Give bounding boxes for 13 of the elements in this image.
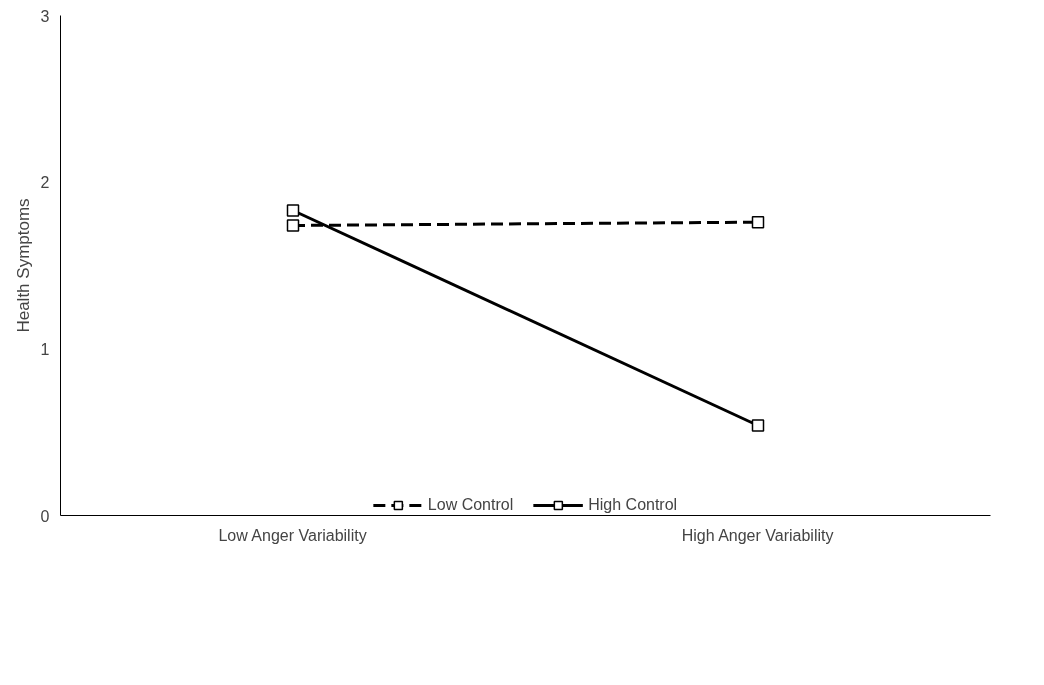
y-axis-title: Health Symptoms xyxy=(13,198,33,333)
legend-label: Low Control xyxy=(427,496,514,514)
x-tick-label: High Anger Variability xyxy=(681,526,834,544)
point xyxy=(286,219,300,232)
y-tick-label: 0 xyxy=(40,507,50,525)
x-tick-label: Low Anger Variability xyxy=(218,526,367,544)
point xyxy=(751,419,765,432)
point xyxy=(286,204,300,217)
point xyxy=(751,215,765,229)
y-tick-label: 1 xyxy=(40,340,50,358)
y-tick-label: 2 xyxy=(40,174,50,192)
legend-label: High Control xyxy=(588,496,678,514)
y-tick-label: 3 xyxy=(40,7,50,25)
